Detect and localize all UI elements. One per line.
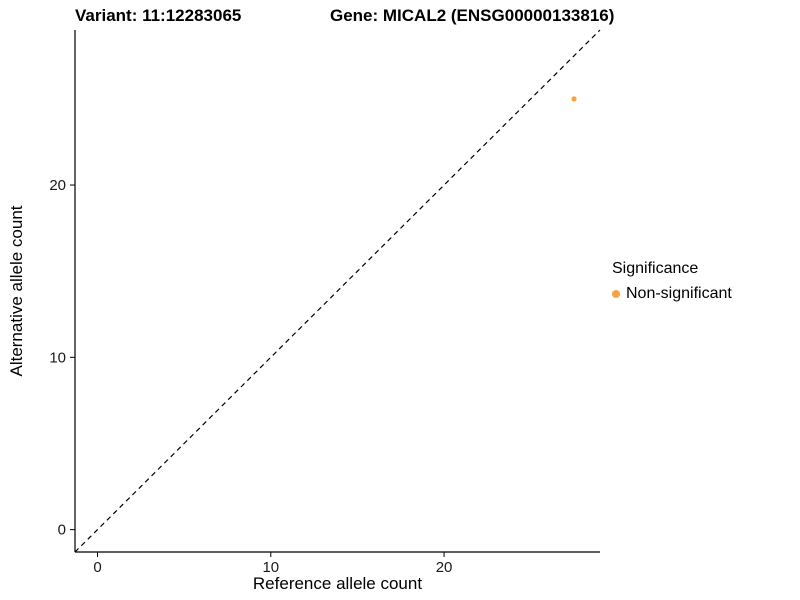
y-tick-label: 0: [58, 522, 66, 539]
y-tick-label: 10: [49, 349, 66, 366]
data-point: [571, 96, 577, 102]
y-tick-label: 20: [49, 177, 66, 194]
legend-title: Significance: [612, 260, 699, 277]
x-axis-label: Reference allele count: [252, 574, 423, 593]
legend: Significance Non-significant: [612, 260, 732, 303]
x-tick-label: 20: [436, 559, 453, 576]
legend-entry: Non-significant: [612, 285, 732, 303]
identity-dashed-line: [74, 29, 601, 553]
x-tick-label: 0: [93, 559, 101, 576]
legend-entry-label: Non-significant: [626, 285, 732, 302]
x-tick-label: 10: [262, 559, 279, 576]
plot-title-variant: Variant: 11:12283065: [75, 6, 242, 25]
y-axis-label: Alternative allele count: [7, 205, 26, 377]
legend-point-icon: [612, 290, 620, 298]
plot-title-gene: Gene: MICAL2 (ENSG00000133816): [330, 6, 615, 25]
